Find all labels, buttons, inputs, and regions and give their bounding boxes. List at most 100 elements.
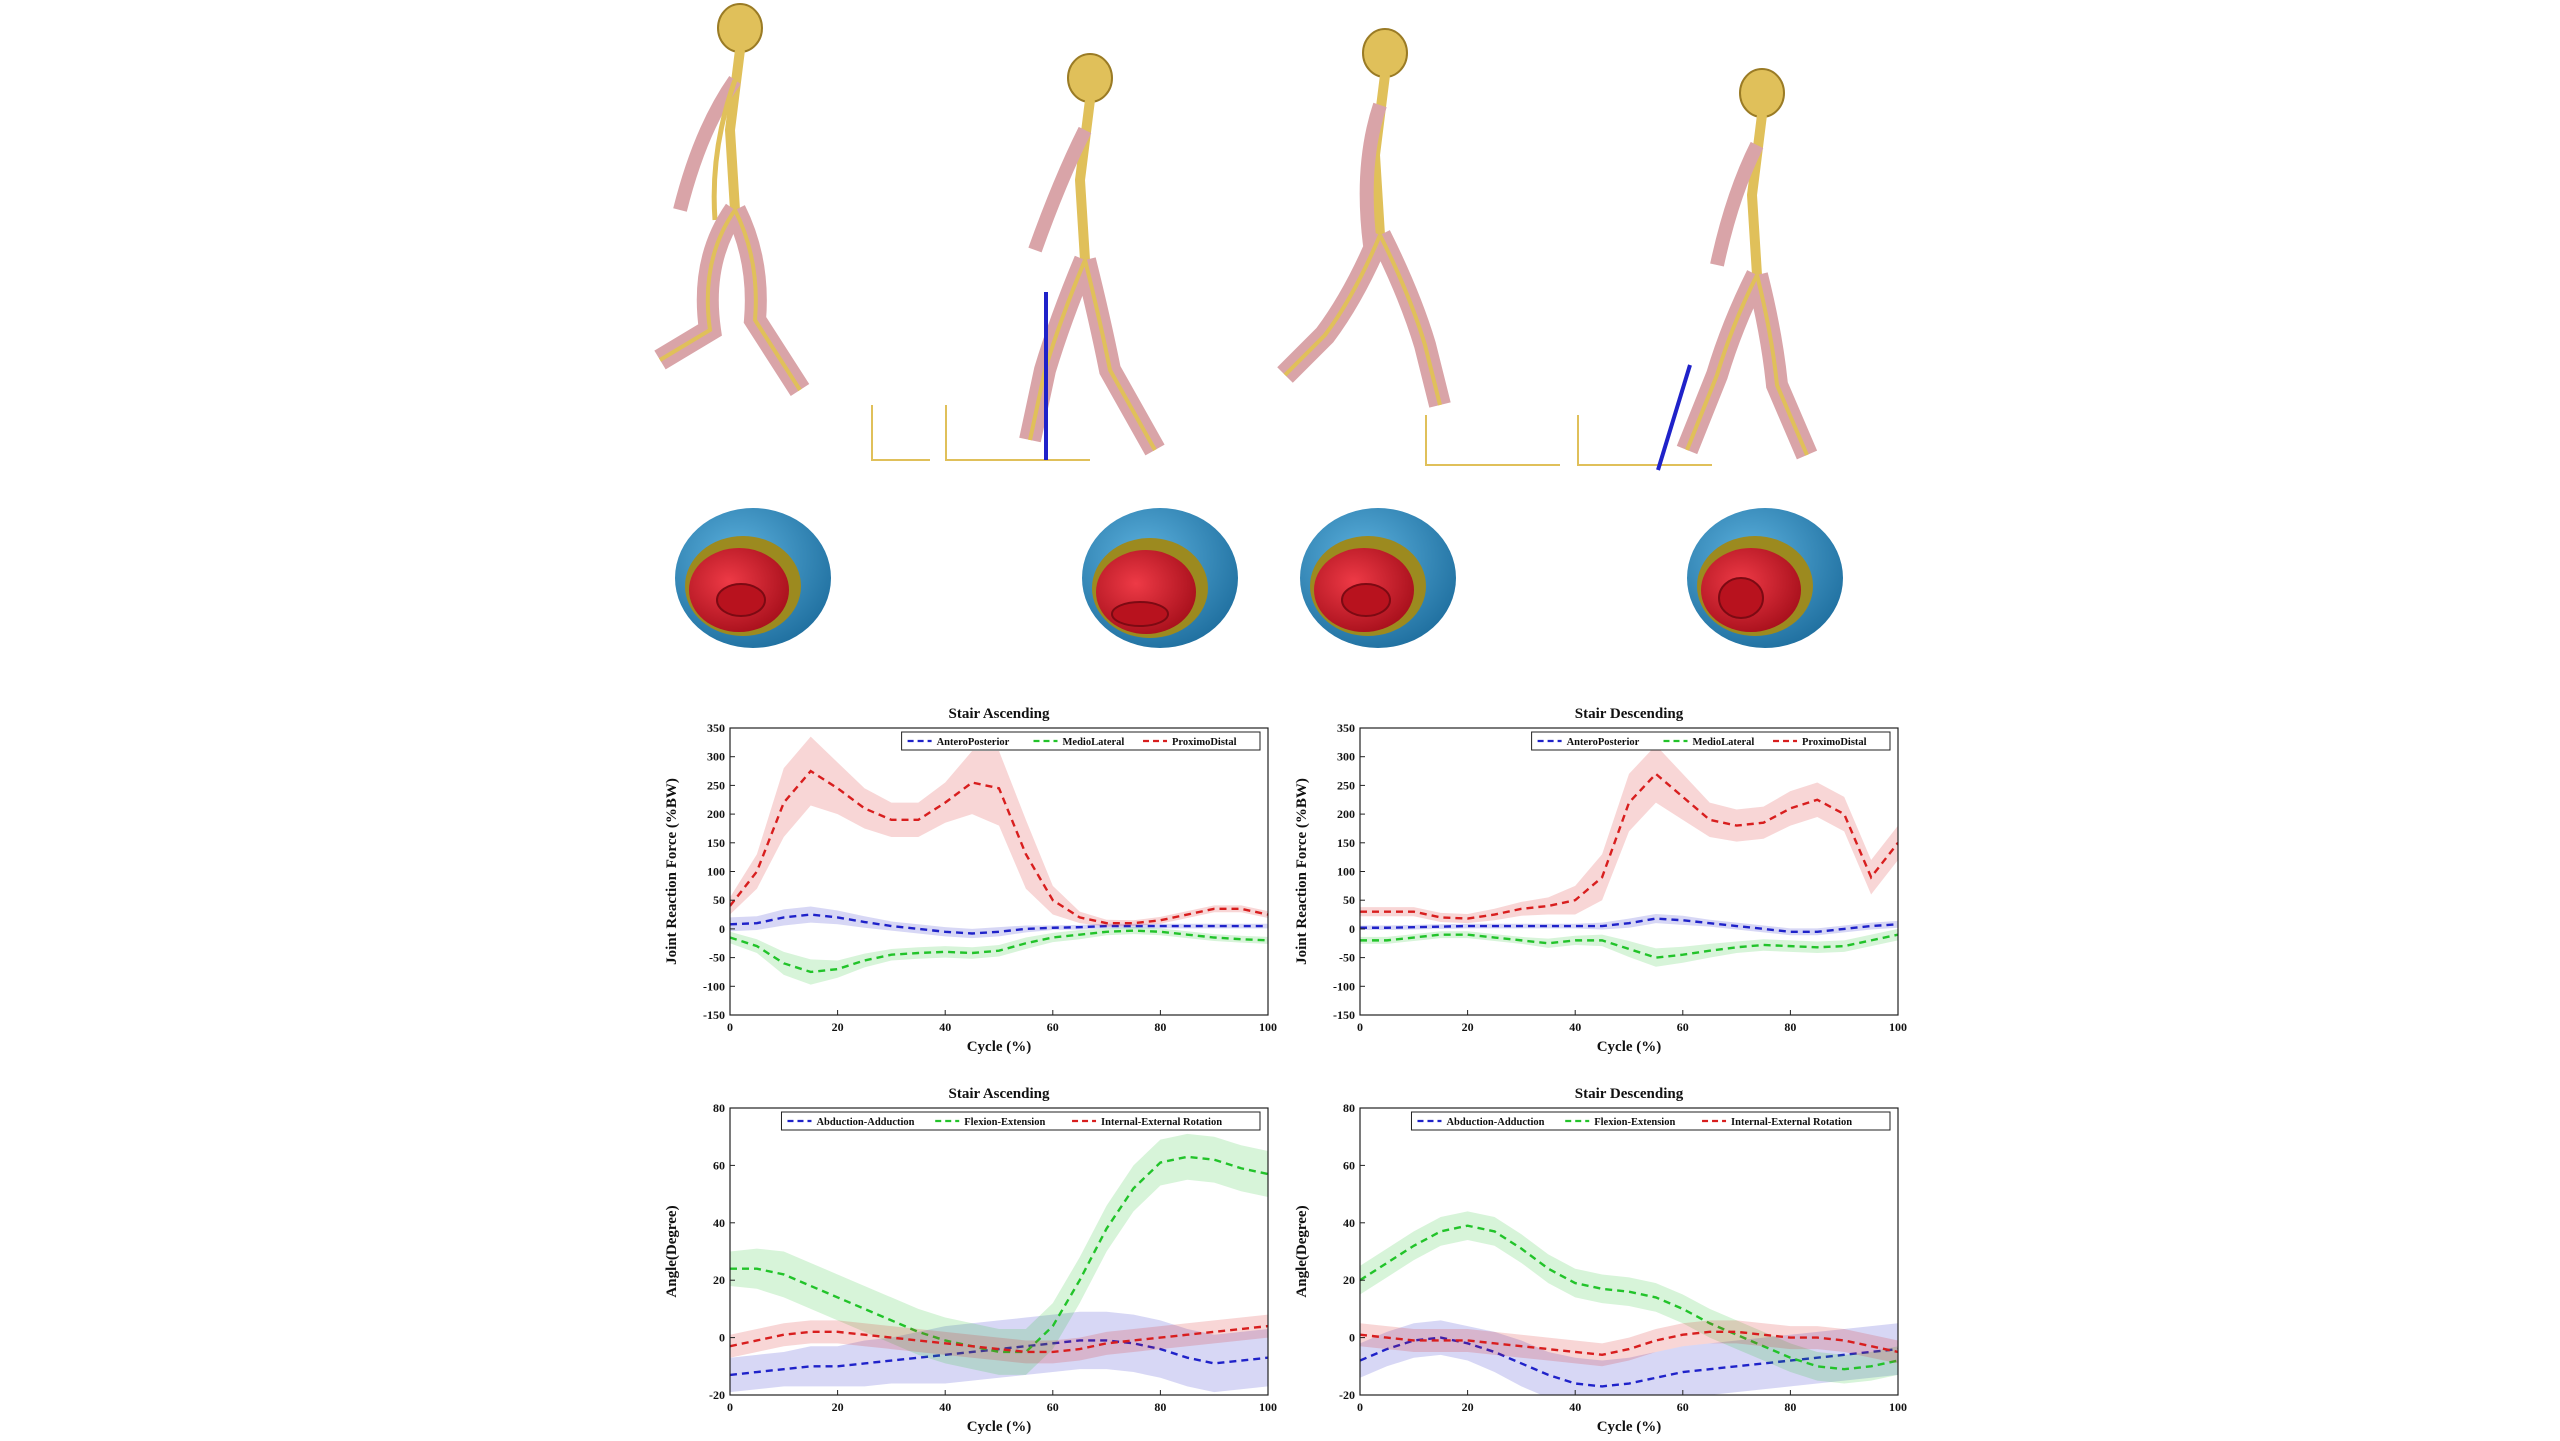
series-band-2 xyxy=(1360,1320,1898,1367)
y-tick-label: 50 xyxy=(713,893,725,907)
series-line-0 xyxy=(1360,1336,1898,1388)
x-tick-label: 80 xyxy=(1154,1020,1166,1034)
y-tick-label: 150 xyxy=(707,836,725,850)
y-tick-label: 150 xyxy=(1337,836,1355,850)
y-tick-label: -20 xyxy=(1339,1388,1355,1402)
x-tick-label: 40 xyxy=(1569,1400,1581,1414)
series-line-2 xyxy=(1360,772,1898,920)
y-tick-label: 40 xyxy=(1343,1216,1355,1230)
chart-title: Stair Ascending xyxy=(949,1086,1050,1102)
x-tick-label: 80 xyxy=(1784,1400,1796,1414)
y-tick-label: -50 xyxy=(1339,951,1355,965)
x-tick-label: 0 xyxy=(1357,1400,1363,1414)
y-tick-label: 0 xyxy=(719,922,725,936)
y-tick-label: 80 xyxy=(1343,1101,1355,1115)
y-tick-label: 50 xyxy=(1343,893,1355,907)
y-tick-label: 350 xyxy=(1337,721,1355,735)
legend-entry: MedioLateral xyxy=(1693,737,1755,748)
simulation-illustration xyxy=(654,3,1843,648)
x-axis-label: Cycle (%) xyxy=(967,1419,1032,1435)
series-line-1 xyxy=(1360,1224,1898,1371)
series-line-1 xyxy=(1360,933,1898,959)
y-tick-label: 80 xyxy=(713,1101,725,1115)
series-line-2 xyxy=(1360,1330,1898,1357)
force-vector-icon xyxy=(1656,364,1692,471)
y-axis-label: Joint Reaction Force (%BW) xyxy=(1294,778,1310,965)
series-band-0 xyxy=(1360,913,1898,936)
y-tick-label: 100 xyxy=(1337,865,1355,879)
skeleton-model-icon xyxy=(1676,68,1818,460)
chart-force-stair-ascending: Stair Ascending 0 20 40 60 80 100 -150 -100 -50 0 5… xyxy=(664,706,1277,1055)
floor-frame-ascending xyxy=(871,405,1090,461)
series-line-2 xyxy=(730,769,1268,925)
y-tick-label: -50 xyxy=(709,951,725,965)
series-band-2 xyxy=(730,736,1268,927)
series-line-0 xyxy=(730,1339,1268,1377)
y-tick-label: 0 xyxy=(1349,1331,1355,1345)
x-tick-label: 40 xyxy=(939,1400,951,1414)
legend-entry: Internal-External Rotation xyxy=(1101,1117,1222,1128)
legend-entry: ProximoDistal xyxy=(1802,737,1867,748)
y-tick-label: 350 xyxy=(707,721,725,735)
acetabular-cup-icon xyxy=(1687,508,1843,648)
x-tick-label: 40 xyxy=(1569,1020,1581,1034)
chart-title: Stair Descending xyxy=(1575,706,1684,722)
legend-entry: ProximoDistal xyxy=(1172,737,1237,748)
x-tick-label: 60 xyxy=(1047,1020,1059,1034)
y-tick-label: 0 xyxy=(719,1331,725,1345)
series-band-0 xyxy=(730,906,1268,939)
series-band-1 xyxy=(730,1133,1268,1375)
legend-entry: Flexion-Extension xyxy=(964,1117,1045,1128)
chart-legend: AnteroPosterior MedioLateral ProximoDistal xyxy=(1531,731,1891,751)
acetabular-cup-icon xyxy=(675,508,831,648)
x-tick-label: 60 xyxy=(1677,1020,1689,1034)
x-tick-label: 20 xyxy=(1462,1400,1474,1414)
figure-panel: Stair Ascending 0 20 40 60 80 100 -150 -100 -50 0 5… xyxy=(650,0,1910,1441)
legend-entry: AnteroPosterior xyxy=(937,737,1010,748)
series-band-2 xyxy=(730,1314,1268,1364)
x-axis-label: Cycle (%) xyxy=(967,1039,1032,1055)
x-tick-label: 40 xyxy=(939,1020,951,1034)
series-line-0 xyxy=(1360,917,1898,933)
y-tick-label: 300 xyxy=(707,750,725,764)
y-tick-label: -100 xyxy=(703,979,725,993)
x-tick-label: 20 xyxy=(832,1020,844,1034)
y-tick-label: 40 xyxy=(713,1216,725,1230)
y-tick-label: 250 xyxy=(1337,778,1355,792)
x-tick-label: 0 xyxy=(727,1400,733,1414)
x-tick-label: 20 xyxy=(832,1400,844,1414)
skeleton-model-icon xyxy=(654,3,810,396)
legend-entry: Internal-External Rotation xyxy=(1731,1117,1852,1128)
y-tick-label: 20 xyxy=(713,1273,725,1287)
series-band-1 xyxy=(730,927,1268,985)
y-tick-label: 60 xyxy=(1343,1158,1355,1172)
legend-entry: Abduction-Adduction xyxy=(816,1117,914,1128)
y-tick-label: 20 xyxy=(1343,1273,1355,1287)
series-band-2 xyxy=(1360,745,1898,924)
legend-entry: Abduction-Adduction xyxy=(1446,1117,1544,1128)
skeleton-model-icon xyxy=(1019,53,1165,456)
x-tick-label: 100 xyxy=(1889,1400,1907,1414)
x-tick-label: 20 xyxy=(1462,1020,1474,1034)
y-tick-label: 0 xyxy=(1349,922,1355,936)
y-tick-label: -20 xyxy=(709,1388,725,1402)
y-axis-label: Joint Reaction Force (%BW) xyxy=(664,778,680,965)
y-tick-label: 200 xyxy=(1337,807,1355,821)
legend-entry: Flexion-Extension xyxy=(1594,1117,1675,1128)
chart-legend: AnteroPosterior MedioLateral ProximoDistal xyxy=(901,731,1261,751)
series-band-1 xyxy=(1360,1211,1898,1384)
legend-entry: AnteroPosterior xyxy=(1567,737,1640,748)
floor-frame-descending xyxy=(1425,415,1712,466)
x-tick-label: 0 xyxy=(1357,1020,1363,1034)
chart-legend: Abduction-Adduction Flexion-Extension Inte… xyxy=(1410,1111,1891,1131)
chart-title: Stair Ascending xyxy=(949,706,1050,722)
y-tick-label: -150 xyxy=(1333,1008,1355,1022)
y-tick-label: -100 xyxy=(1333,979,1355,993)
y-tick-label: 60 xyxy=(713,1158,725,1172)
x-tick-label: 80 xyxy=(1154,1400,1166,1414)
plot-frame xyxy=(1359,727,1899,1016)
series-line-0 xyxy=(730,913,1268,935)
x-tick-label: 60 xyxy=(1677,1400,1689,1414)
